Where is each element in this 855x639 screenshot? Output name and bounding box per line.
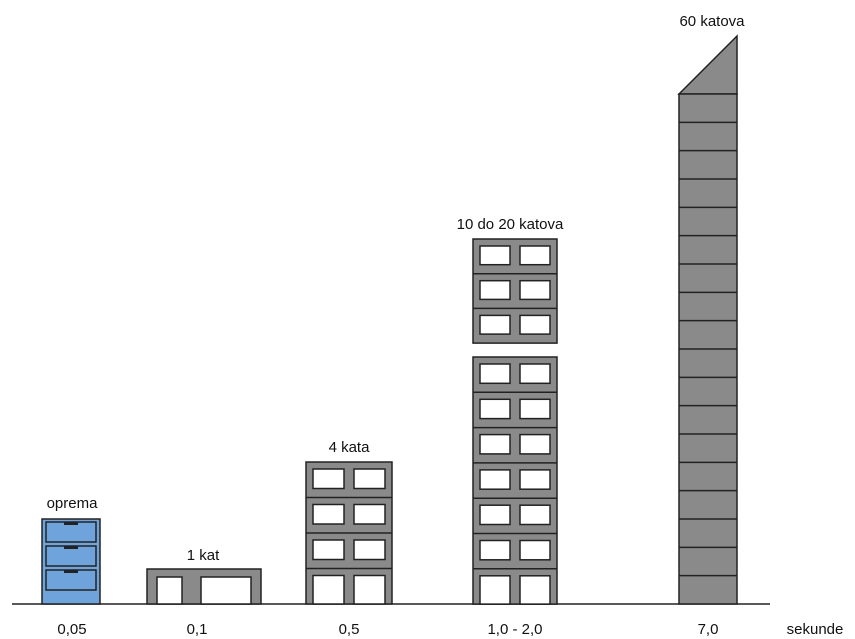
period: 1,0 - 2,0 [487,621,542,638]
period: 0,05 [57,621,86,638]
window [519,433,551,455]
window [479,539,511,561]
window [519,539,551,561]
window [353,468,386,490]
label: 10 do 20 katova [457,216,564,233]
window [479,279,511,301]
roof [677,34,738,95]
label: 4 kata [329,439,371,456]
period: 7,0 [698,621,719,638]
label: 1 kat [187,547,220,564]
window [353,574,386,605]
window [479,469,511,490]
window [353,539,386,561]
unit: sekunde [787,621,844,638]
window [479,363,511,385]
window [519,469,551,490]
window [519,314,551,335]
window [200,576,252,605]
period: 0,5 [339,621,360,638]
window [479,504,511,526]
window [312,574,345,605]
window [479,245,511,266]
window [312,468,345,490]
label: oprema [47,495,99,512]
handle [64,570,78,573]
handle [64,522,78,525]
window [479,433,511,455]
window [353,503,386,525]
window [479,398,511,420]
window [519,504,551,526]
window [519,245,551,266]
window [156,576,183,605]
label: 60 katova [679,13,745,30]
window [519,279,551,301]
window [519,398,551,420]
handle [64,546,78,549]
window [479,314,511,335]
period: 0,1 [187,621,208,638]
window [519,575,551,605]
buildings [41,34,738,605]
window [312,539,345,561]
window [479,575,511,605]
window [312,503,345,525]
window [519,363,551,385]
